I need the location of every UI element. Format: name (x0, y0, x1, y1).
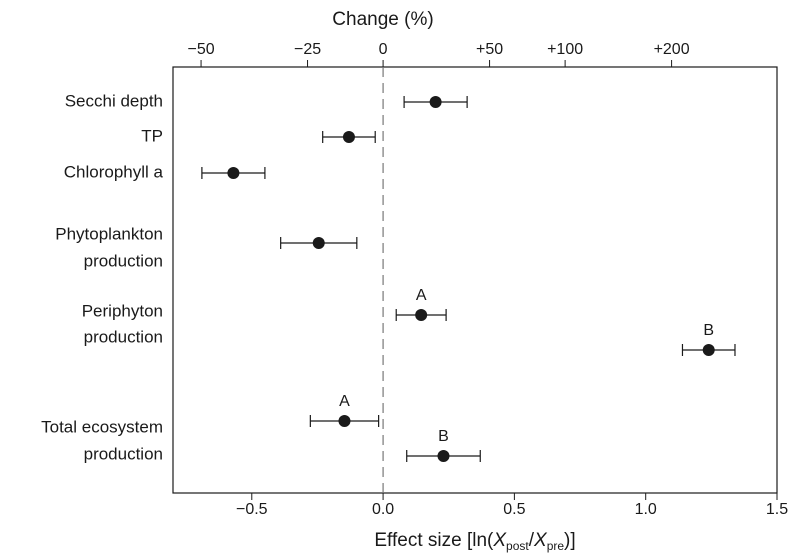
plot-frame (172, 66, 778, 494)
x-axis-title: Effect size [ln(Xpost/Xpre)] (374, 530, 575, 553)
row-label: TP (141, 126, 163, 145)
point (415, 309, 428, 321)
point (702, 344, 715, 356)
point-tag: B (438, 428, 449, 445)
point (338, 415, 351, 427)
point (429, 96, 442, 108)
x-title-part: )] (564, 530, 576, 551)
point-tag: A (416, 287, 427, 304)
x-tick-label: 0.5 (503, 501, 525, 518)
x2-tick-label: +100 (547, 41, 583, 58)
row-label: production (84, 327, 163, 346)
x-title-part: post (506, 539, 529, 553)
x2-tick-label: 0 (379, 41, 388, 58)
row-label: Secchi depth (65, 91, 163, 110)
point-tag: A (339, 393, 350, 410)
row-label: Phytoplankton (55, 224, 163, 243)
x2-tick-label: +50 (476, 41, 503, 58)
chart-title: Change (%) (332, 9, 433, 30)
x-title-part: pre (547, 539, 565, 553)
row-label: Total ecosystem (41, 417, 163, 436)
x-tick-label: 1.5 (766, 501, 788, 518)
point (312, 237, 325, 249)
x-title-part: X (533, 530, 548, 551)
x-title-part: / (529, 530, 535, 551)
point-tag: B (703, 322, 714, 339)
row-label: production (84, 444, 163, 463)
row-label: Periphyton (82, 301, 163, 320)
point (437, 450, 450, 462)
x-tick-label: −0.5 (236, 501, 268, 518)
x-tick-label: 0.0 (372, 501, 394, 518)
point (342, 131, 355, 143)
row-label: Chlorophyll a (64, 162, 164, 181)
x2-tick-label: +200 (654, 41, 690, 58)
row-label: production (84, 251, 163, 270)
x2-tick-label: −50 (187, 41, 214, 58)
x-title-part: X (492, 530, 507, 551)
x-title-part: Effect size [ln( (374, 530, 494, 551)
x2-tick-label: −25 (294, 41, 321, 58)
point (227, 167, 240, 179)
x-tick-label: 1.0 (635, 501, 657, 518)
